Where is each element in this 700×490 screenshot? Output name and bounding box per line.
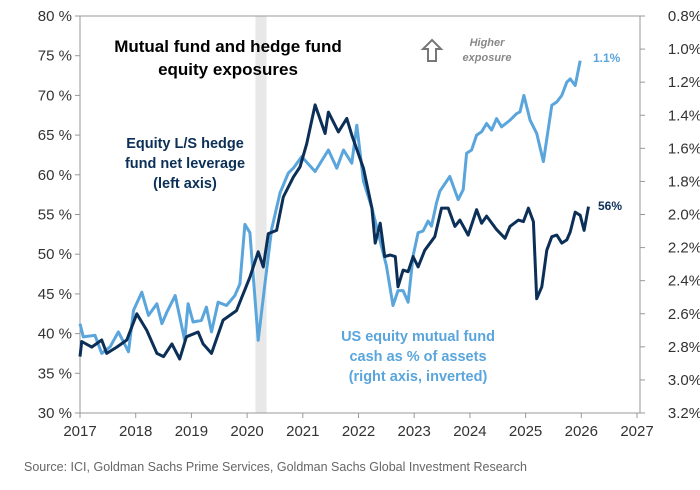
left-tick-label: 80 % — [38, 8, 72, 25]
right-tick-label: 1.6% — [668, 140, 700, 157]
x-tick-label: 2020 — [230, 423, 263, 440]
left-tick-label: 70 % — [38, 87, 72, 104]
series-line-mutual-fund-cash — [78, 60, 582, 355]
up-arrow-icon — [420, 38, 444, 62]
left-tick-label: 40 % — [38, 326, 72, 343]
right-tick-label: 0.8% — [668, 8, 700, 25]
left-tick-label: 50 % — [38, 246, 72, 263]
right-axis: 0.8% 1.0% 1.2% 1.4% 1.6% 1.8% 2.0% 2.2% 2.4% 2.6%… — [640, 8, 700, 422]
right-tick-label: 1.4% — [668, 107, 700, 124]
x-tick-label: 2025 — [509, 423, 542, 440]
x-tick-label: 2024 — [453, 423, 486, 440]
hedge-series-label-line-3: (left axis) — [153, 176, 217, 192]
source-note: Source: ICI, Goldman Sachs Prime Service… — [24, 460, 527, 474]
left-tick-label: 30 % — [38, 405, 72, 422]
left-tick-label: 65 % — [38, 127, 72, 144]
x-tick-label: 2017 — [63, 423, 96, 440]
right-tick-label: 2.8% — [668, 339, 700, 356]
hedge-series-label-line-2: fund net leverage — [125, 156, 245, 172]
right-tick-label: 2.2% — [668, 240, 700, 257]
right-tick-label: 1.0% — [668, 41, 700, 58]
right-tick-label: 2.4% — [668, 273, 700, 290]
chart-title-line-2: equity exposures — [158, 60, 298, 79]
right-tick-label: 3.2% — [668, 405, 700, 422]
mutual-end-label: 1.1% — [593, 51, 621, 65]
right-tick-label: 3.0% — [668, 372, 700, 389]
left-tick-label: 75 % — [38, 48, 72, 65]
hedge-series-label-line-1: Equity L/S hedge — [126, 136, 244, 152]
mutual-series-label-line-2: cash as % of assets — [349, 349, 486, 365]
x-tick-label: 2021 — [286, 423, 319, 440]
chart-title-line-1: Mutual fund and hedge fund — [114, 37, 342, 56]
hedge-end-label: 56% — [598, 199, 622, 213]
x-tick-label: 2022 — [342, 423, 375, 440]
right-tick-label: 1.8% — [668, 173, 700, 190]
series-line-hedge-fund-leverage — [78, 103, 590, 361]
right-tick-label: 2.6% — [668, 306, 700, 323]
x-tick-label: 2027 — [620, 423, 653, 440]
x-tick-label: 2019 — [175, 423, 208, 440]
right-tick-label: 2.0% — [668, 207, 700, 224]
left-tick-label: 55 % — [38, 207, 72, 224]
left-tick-label: 60 % — [38, 167, 72, 184]
left-tick-label: 35 % — [38, 365, 72, 382]
mutual-series-label-line-3: (right axis, inverted) — [349, 369, 488, 385]
right-tick-label: 1.2% — [668, 74, 700, 91]
x-tick-label: 2023 — [398, 423, 431, 440]
shaded-period-band — [255, 16, 267, 413]
x-axis: 2017 2018 2019 2020 2021 2022 2023 2024 2025 2026… — [63, 413, 654, 440]
x-tick-label: 2026 — [565, 423, 598, 440]
mutual-series-label-line-1: US equity mutual fund — [341, 329, 495, 345]
x-tick-label: 2018 — [119, 423, 152, 440]
left-axis: 30 % 35 % 40 % 45 % 50 % 55 % 60 % 65 % 70 % 75 %… — [38, 8, 80, 422]
left-tick-label: 45 % — [38, 286, 72, 303]
higher-exposure-note-line-2: exposure — [463, 52, 512, 64]
higher-exposure-note-line-1: Higher — [470, 37, 506, 49]
